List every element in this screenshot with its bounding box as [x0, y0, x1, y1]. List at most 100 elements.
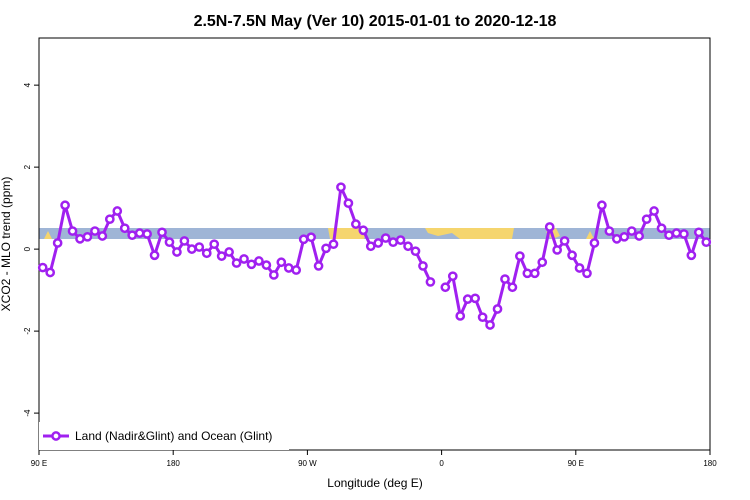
point — [388, 237, 398, 248]
point — [634, 231, 645, 241]
point — [656, 223, 667, 234]
point — [306, 232, 316, 243]
point — [336, 182, 346, 193]
y-axis-label: XCO2 - MLO trend (ppm) — [0, 177, 13, 312]
point — [82, 231, 93, 242]
point — [529, 268, 540, 279]
point — [447, 271, 458, 282]
point — [485, 320, 495, 330]
point — [611, 234, 622, 244]
point — [626, 226, 637, 236]
x-tick-label: 90 W — [298, 459, 317, 468]
point — [37, 262, 48, 273]
point — [507, 282, 518, 293]
y-tick-label: -4 — [23, 409, 32, 417]
point — [492, 304, 503, 314]
point — [261, 260, 272, 270]
y-tick-label: -2 — [23, 327, 32, 335]
x-tick-label: 90 E — [568, 459, 584, 468]
point — [373, 238, 384, 248]
point — [351, 219, 361, 229]
point — [157, 227, 167, 238]
point — [209, 239, 220, 250]
point — [686, 250, 697, 261]
point — [172, 247, 182, 257]
point — [134, 228, 145, 238]
point — [455, 311, 466, 321]
point — [597, 200, 607, 211]
point — [619, 231, 630, 242]
ocean-strip — [39, 228, 710, 239]
x-tick-label: 90 E — [31, 459, 47, 468]
point — [313, 261, 324, 271]
point — [671, 228, 682, 238]
point — [283, 263, 294, 273]
x-tick-label: 0 — [439, 459, 444, 468]
point — [664, 230, 674, 241]
point — [216, 251, 227, 261]
y-tick-label: 2 — [23, 164, 32, 169]
point — [179, 236, 190, 246]
point — [470, 293, 480, 304]
point — [365, 241, 376, 252]
point — [104, 214, 115, 225]
x-tick-label: 180 — [703, 459, 717, 468]
point — [149, 250, 160, 261]
point — [649, 206, 659, 216]
point — [343, 198, 354, 209]
point — [403, 241, 413, 252]
point — [90, 226, 100, 236]
point — [254, 256, 264, 266]
point — [582, 268, 592, 279]
point — [500, 274, 510, 284]
point — [440, 282, 451, 293]
point — [75, 234, 85, 244]
point — [544, 222, 555, 232]
series-line — [41, 185, 708, 327]
legend-label: Land (Nadir&Glint) and Ocean (Glint) — [75, 429, 272, 443]
land-patch — [586, 231, 594, 239]
point — [701, 237, 712, 248]
point — [142, 229, 152, 239]
point — [231, 258, 242, 268]
point — [269, 270, 279, 280]
legend-marker — [51, 431, 61, 441]
point — [515, 251, 525, 261]
point — [380, 233, 391, 243]
point — [522, 268, 533, 279]
land-patch — [328, 228, 366, 239]
point — [567, 250, 577, 261]
point — [589, 238, 600, 248]
point — [574, 263, 585, 273]
point — [97, 231, 108, 241]
point — [276, 257, 287, 268]
point — [604, 226, 615, 236]
point — [127, 230, 138, 241]
point — [60, 200, 70, 211]
point — [246, 259, 257, 270]
point — [186, 244, 197, 254]
point — [693, 227, 704, 238]
x-axis-label: Longitude (deg E) — [327, 476, 422, 490]
point — [45, 267, 56, 278]
point — [112, 206, 123, 216]
land-patch — [425, 228, 514, 239]
land-patch — [44, 231, 52, 239]
point — [67, 226, 78, 236]
point — [224, 247, 234, 257]
point — [358, 225, 369, 236]
point — [395, 235, 406, 245]
point — [477, 312, 488, 323]
point — [52, 238, 63, 248]
point — [537, 257, 548, 268]
point — [462, 294, 473, 304]
legend: Land (Nadir&Glint) and Ocean (Glint) — [39, 422, 289, 450]
point — [298, 234, 309, 245]
point — [119, 223, 130, 234]
point — [425, 277, 436, 287]
point — [194, 242, 205, 252]
point — [321, 243, 331, 254]
point — [239, 254, 249, 264]
point — [418, 261, 428, 271]
